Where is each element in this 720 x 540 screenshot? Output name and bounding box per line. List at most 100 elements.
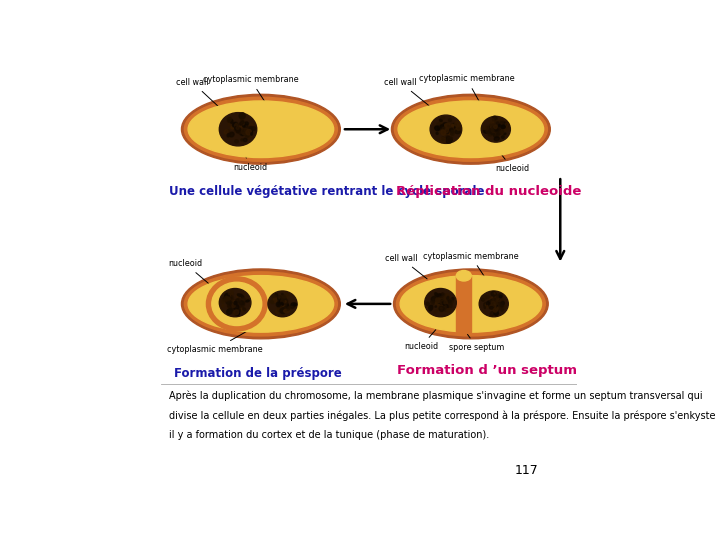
Text: cell wall: cell wall — [384, 254, 427, 279]
Text: cytoplasmic membrane: cytoplasmic membrane — [419, 75, 515, 103]
Ellipse shape — [250, 127, 256, 131]
Ellipse shape — [500, 123, 504, 127]
Ellipse shape — [429, 306, 433, 311]
Ellipse shape — [279, 298, 282, 301]
Ellipse shape — [240, 119, 243, 121]
Ellipse shape — [228, 291, 233, 295]
Ellipse shape — [236, 126, 239, 129]
Ellipse shape — [505, 123, 508, 127]
Ellipse shape — [441, 126, 447, 132]
Ellipse shape — [439, 301, 442, 304]
Ellipse shape — [451, 131, 454, 132]
Ellipse shape — [220, 113, 257, 146]
Text: nucleoid: nucleoid — [495, 151, 529, 173]
Ellipse shape — [228, 119, 233, 123]
Ellipse shape — [490, 312, 494, 316]
Ellipse shape — [492, 301, 498, 305]
Ellipse shape — [486, 296, 490, 298]
Ellipse shape — [489, 118, 494, 123]
Ellipse shape — [284, 305, 287, 308]
Ellipse shape — [240, 125, 243, 130]
Ellipse shape — [437, 123, 442, 128]
Ellipse shape — [284, 305, 289, 310]
Ellipse shape — [229, 132, 234, 137]
Ellipse shape — [236, 129, 240, 133]
Ellipse shape — [230, 303, 235, 307]
Ellipse shape — [224, 130, 228, 134]
Ellipse shape — [435, 306, 437, 307]
Ellipse shape — [284, 301, 287, 303]
Ellipse shape — [498, 308, 500, 309]
Ellipse shape — [238, 294, 241, 296]
Ellipse shape — [221, 300, 225, 303]
Ellipse shape — [438, 306, 444, 309]
Ellipse shape — [495, 299, 497, 302]
Ellipse shape — [250, 124, 253, 126]
Ellipse shape — [184, 272, 338, 336]
Ellipse shape — [502, 302, 504, 305]
Ellipse shape — [398, 101, 544, 158]
Ellipse shape — [503, 122, 509, 127]
Ellipse shape — [496, 126, 500, 131]
Ellipse shape — [503, 127, 508, 131]
Ellipse shape — [485, 303, 488, 308]
Text: Formation d ’un septum: Formation d ’un septum — [397, 364, 577, 377]
Text: cytoplasmic membrane: cytoplasmic membrane — [167, 330, 263, 354]
Ellipse shape — [498, 302, 503, 308]
Ellipse shape — [439, 298, 441, 300]
Ellipse shape — [228, 294, 232, 299]
Ellipse shape — [235, 301, 238, 303]
Ellipse shape — [433, 302, 437, 304]
Ellipse shape — [277, 306, 282, 311]
Ellipse shape — [441, 303, 445, 307]
Ellipse shape — [236, 127, 238, 131]
Ellipse shape — [276, 309, 279, 313]
Ellipse shape — [490, 299, 493, 302]
Ellipse shape — [486, 125, 488, 130]
Ellipse shape — [493, 301, 497, 303]
Text: nucleoid: nucleoid — [168, 259, 217, 291]
Ellipse shape — [235, 127, 238, 130]
Ellipse shape — [440, 293, 445, 297]
Ellipse shape — [449, 299, 453, 302]
Ellipse shape — [444, 127, 446, 130]
Ellipse shape — [489, 298, 493, 302]
Ellipse shape — [490, 130, 495, 134]
Ellipse shape — [439, 294, 441, 295]
Ellipse shape — [443, 297, 449, 302]
Ellipse shape — [431, 301, 434, 305]
Ellipse shape — [490, 126, 492, 130]
Ellipse shape — [495, 304, 497, 305]
Ellipse shape — [235, 308, 240, 313]
Ellipse shape — [436, 132, 438, 134]
Ellipse shape — [490, 300, 495, 305]
Ellipse shape — [279, 303, 282, 307]
Ellipse shape — [499, 122, 505, 127]
Ellipse shape — [284, 307, 287, 310]
Ellipse shape — [489, 302, 493, 307]
Ellipse shape — [450, 125, 454, 128]
Ellipse shape — [441, 296, 447, 301]
Ellipse shape — [282, 302, 284, 306]
Ellipse shape — [499, 129, 501, 130]
Ellipse shape — [494, 306, 498, 310]
Ellipse shape — [287, 307, 289, 309]
Ellipse shape — [500, 305, 504, 308]
Ellipse shape — [491, 301, 495, 305]
Ellipse shape — [494, 126, 498, 130]
Ellipse shape — [483, 126, 486, 130]
Ellipse shape — [248, 134, 252, 138]
Ellipse shape — [282, 302, 283, 305]
Ellipse shape — [440, 301, 444, 305]
Ellipse shape — [500, 130, 503, 134]
Ellipse shape — [243, 308, 246, 310]
Ellipse shape — [494, 137, 500, 140]
Ellipse shape — [188, 101, 333, 158]
Ellipse shape — [492, 132, 495, 134]
Ellipse shape — [235, 140, 238, 143]
Text: cell wall: cell wall — [176, 78, 220, 107]
Ellipse shape — [433, 301, 434, 303]
Ellipse shape — [444, 300, 447, 304]
Ellipse shape — [207, 277, 267, 331]
Ellipse shape — [451, 133, 454, 136]
